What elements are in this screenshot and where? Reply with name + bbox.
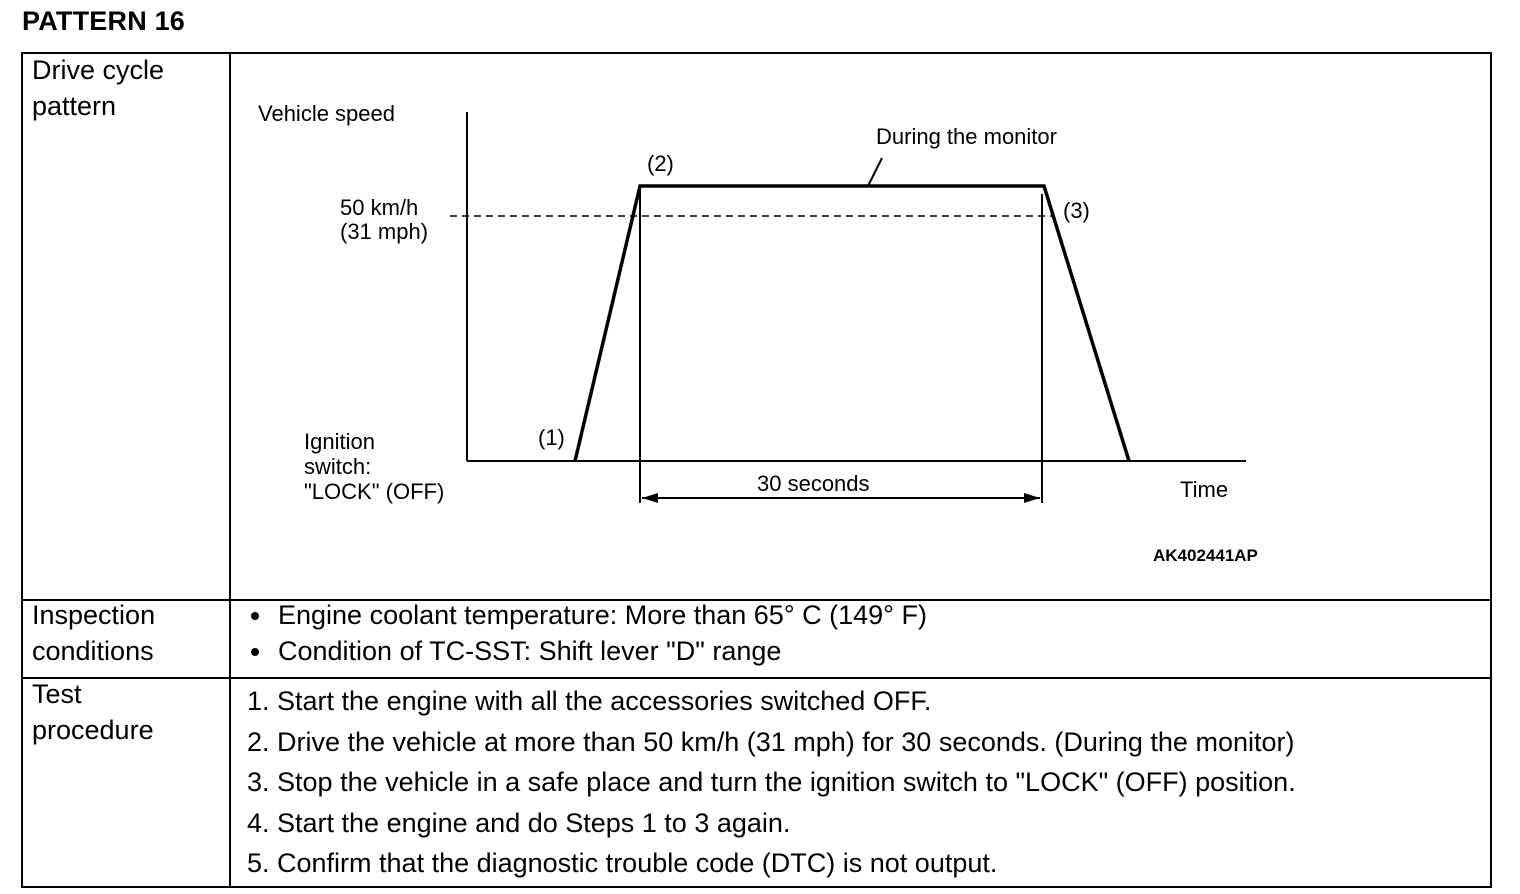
inspection-condition-text: Condition of TC-SST: Shift lever "D" ran… — [278, 636, 782, 666]
test-label-line1: Test — [32, 679, 82, 709]
page-title: PATTERN 16 — [22, 6, 186, 36]
inspection-condition-item: Engine coolant temperature: More than 65… — [247, 597, 927, 633]
row-divider-inspection — [23, 599, 1490, 601]
duration-label: 30 seconds — [757, 471, 870, 496]
inspection-conditions-list: Engine coolant temperature: More than 65… — [247, 597, 927, 669]
duration-arrow-right-head — [1024, 493, 1040, 503]
threshold-label-line1: 50 km/h — [340, 195, 418, 220]
drive-cycle-diagram: Vehicle speed During the monitor (2) (3)… — [258, 101, 1258, 565]
inspection-condition-text: Engine coolant temperature: More than 65… — [278, 600, 927, 630]
drive-cycle-label: Drive cycle pattern — [32, 52, 164, 124]
test-step: 2. Drive the vehicle at more than 50 km/… — [247, 726, 1295, 757]
monitor-label: During the monitor — [876, 124, 1057, 149]
test-label: Test procedure — [32, 676, 154, 748]
test-step: 4. Start the engine and do Steps 1 to 3 … — [247, 807, 791, 838]
test-label-line2: procedure — [32, 715, 154, 745]
test-procedure-list: 1. Start the engine with all the accesso… — [247, 681, 1296, 884]
point-2-label: (2) — [647, 151, 674, 176]
inspection-label-line1: Inspection — [32, 600, 156, 630]
bullet-icon — [251, 648, 259, 656]
inspection-label: Inspection conditions — [32, 597, 155, 669]
drive-cycle-label-line1: Drive cycle — [32, 55, 165, 85]
drive-cycle-table: Drive cycle pattern Vehicle speed During… — [21, 52, 1492, 888]
test-step: 5. Confirm that the diagnostic trouble c… — [247, 848, 998, 878]
column-divider — [229, 54, 231, 886]
x-axis-label: Time — [1180, 477, 1228, 502]
test-step: 3. Stop the vehicle in a safe place and … — [247, 767, 1296, 797]
ignition-label-line1: Ignition — [304, 429, 375, 454]
duration-arrow-left-head — [642, 493, 658, 503]
ignition-label-line3: "LOCK" (OFF) — [304, 479, 444, 504]
inspection-condition-item: Condition of TC-SST: Shift lever "D" ran… — [247, 633, 927, 669]
speed-profile-line — [573, 184, 1131, 462]
row-divider-test — [23, 677, 1490, 679]
point-1-label: (1) — [538, 425, 565, 450]
drive-cycle-label-line2: pattern — [32, 91, 117, 121]
threshold-label-line2: (31 mph) — [340, 219, 428, 244]
figure-code: AK402441AP — [1153, 546, 1258, 565]
y-axis-label: Vehicle speed — [258, 101, 395, 126]
inspection-label-line2: conditions — [32, 636, 154, 666]
test-step: 1. Start the engine with all the accesso… — [247, 686, 932, 716]
bullet-icon — [251, 612, 259, 620]
point-3-label: (3) — [1063, 198, 1090, 223]
ignition-label-line2: switch: — [304, 454, 371, 479]
monitor-leader-line — [867, 157, 883, 187]
